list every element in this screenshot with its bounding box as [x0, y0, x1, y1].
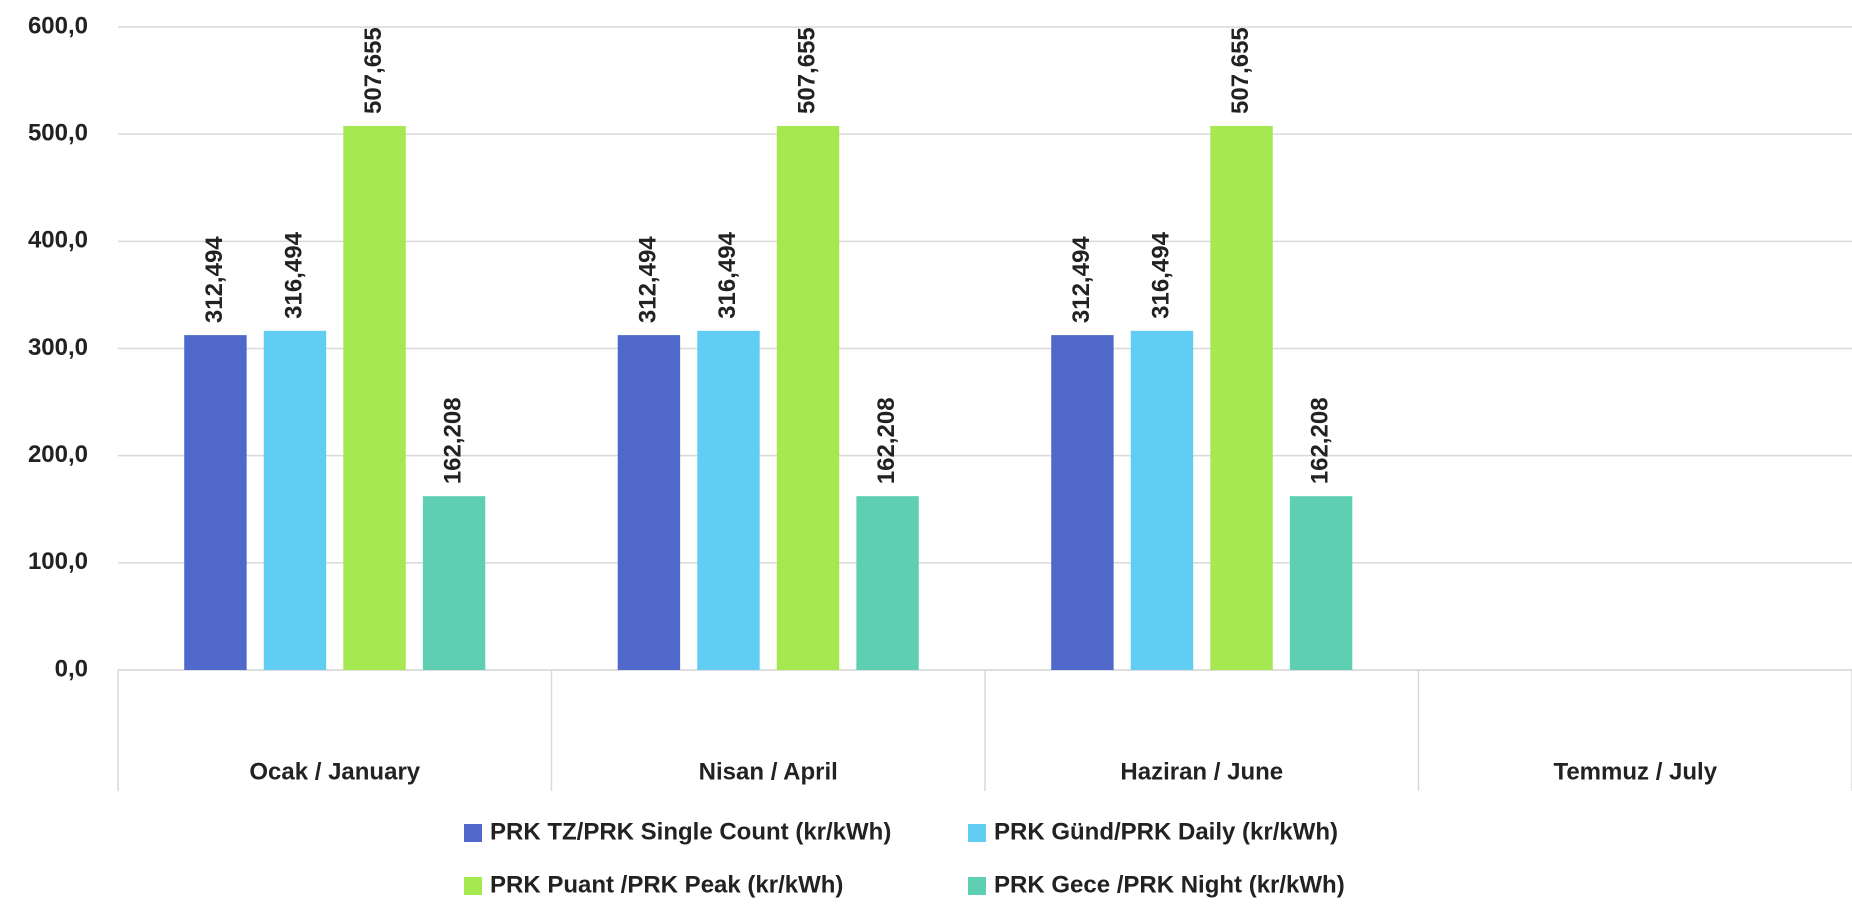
data-label: 162,208 — [873, 397, 900, 484]
legend-label: PRK Gece /PRK Night (kr/kWh) — [994, 871, 1345, 898]
bar — [343, 125, 406, 670]
x-tick-label: Temmuz / July — [1553, 758, 1717, 785]
bar — [1130, 330, 1194, 670]
data-label: 507,655 — [793, 27, 820, 114]
y-tick-label: 500,0 — [28, 120, 88, 147]
legend-swatch — [968, 877, 986, 895]
x-tick-label: Nisan / April — [699, 758, 838, 785]
legend-label: PRK Günd/PRK Daily (kr/kWh) — [994, 818, 1338, 845]
bar — [1210, 125, 1273, 670]
bar — [1051, 335, 1114, 670]
data-label: 162,208 — [439, 397, 466, 484]
legend-swatch — [464, 824, 482, 842]
legend-swatch — [464, 877, 482, 895]
bar — [776, 125, 840, 670]
y-tick-label: 600,0 — [28, 12, 88, 39]
y-tick-label: 0,0 — [55, 655, 88, 682]
legend-label: PRK TZ/PRK Single Count (kr/kWh) — [490, 818, 891, 845]
x-tick-label: Ocak / January — [249, 758, 420, 785]
data-label: 507,655 — [1227, 27, 1254, 114]
y-tick-label: 300,0 — [28, 334, 88, 361]
data-label: 507,655 — [360, 27, 387, 114]
data-label: 316,494 — [280, 231, 307, 318]
legend-label: PRK Puant /PRK Peak (kr/kWh) — [490, 871, 843, 898]
y-tick-label: 200,0 — [28, 441, 88, 468]
data-label: 162,208 — [1306, 397, 1333, 484]
bar — [263, 330, 327, 670]
bar — [1289, 496, 1353, 670]
y-tick-label: 400,0 — [28, 227, 88, 254]
data-label: 316,494 — [1147, 231, 1174, 318]
data-label: 312,494 — [201, 236, 228, 323]
bar — [697, 330, 760, 670]
data-label: 312,494 — [1068, 236, 1095, 323]
x-tick-label: Haziran / June — [1120, 758, 1283, 785]
bar — [422, 496, 486, 670]
y-tick-label: 100,0 — [28, 548, 88, 575]
data-label: 316,494 — [714, 231, 741, 318]
bar — [184, 335, 247, 670]
bar — [617, 335, 681, 670]
legend-swatch — [968, 824, 986, 842]
bar — [856, 496, 919, 670]
data-label: 312,494 — [634, 236, 661, 323]
